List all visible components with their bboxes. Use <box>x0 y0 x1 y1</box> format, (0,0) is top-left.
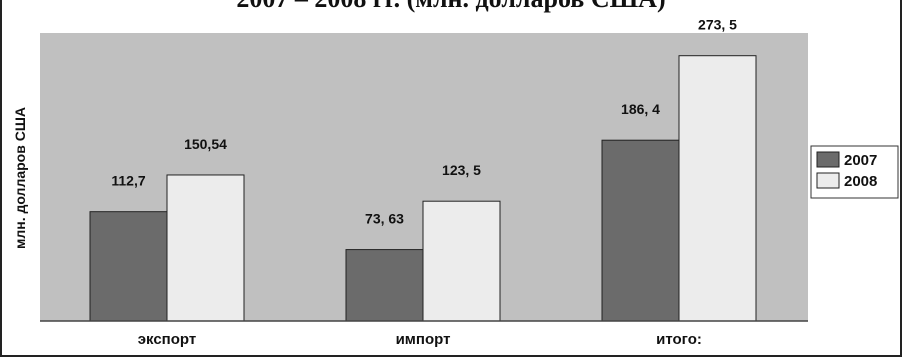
legend-swatch-2007 <box>816 151 840 168</box>
data-label-2008-2: 273, 5 <box>698 17 737 33</box>
legend-label-2007: 2007 <box>844 152 877 169</box>
x-tick-label-1: импорт <box>396 331 451 348</box>
data-label-2007-0: 112,7 <box>111 173 145 189</box>
legend: 2007 2008 <box>810 145 899 199</box>
bar-2008-0 <box>166 174 245 322</box>
bar-2007-0 <box>89 211 168 322</box>
data-label-2007-1: 73, 63 <box>365 211 404 227</box>
x-tick-label-2: итого: <box>656 331 702 348</box>
legend-label-2008: 2008 <box>844 173 877 190</box>
bar-2008-2 <box>678 55 757 322</box>
data-label-2008-1: 123, 5 <box>442 162 481 178</box>
bar-2008-1 <box>422 200 501 322</box>
data-label-2007-2: 186, 4 <box>621 101 660 117</box>
y-axis-label: млн. долларов США <box>12 107 28 249</box>
bar-2007-1 <box>345 249 424 322</box>
x-tick-label-0: экспорт <box>138 331 196 348</box>
chart-title: 2007 – 2008 гг. (млн. долларов США) <box>0 0 902 14</box>
legend-swatch-2008 <box>816 172 840 189</box>
bar-2007-2 <box>601 139 680 322</box>
data-label-2008-0: 150,54 <box>184 136 227 152</box>
